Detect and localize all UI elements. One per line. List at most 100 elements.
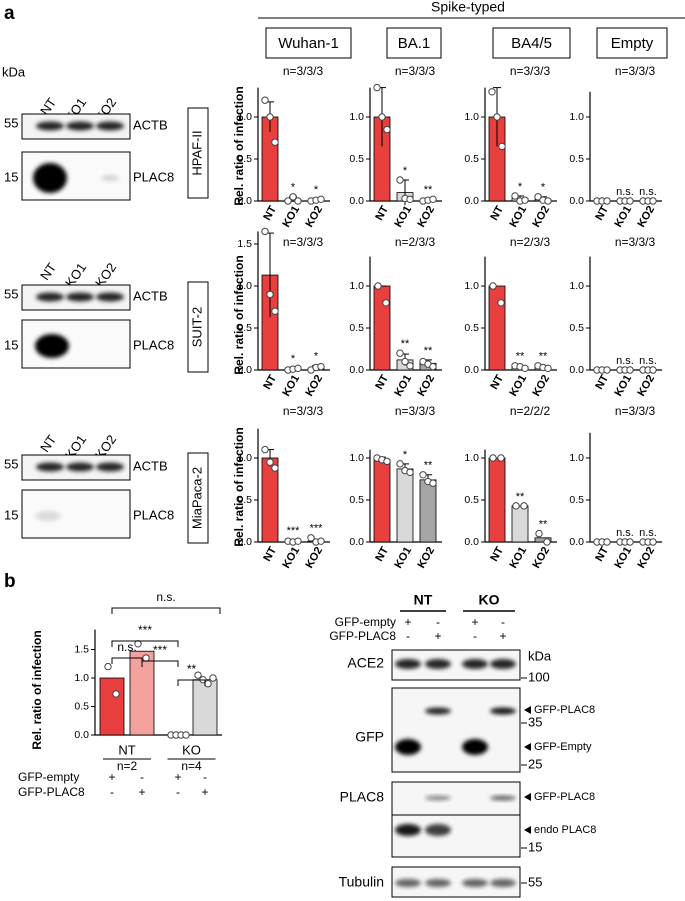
cell-label: MiaPaca-2 [189,467,204,529]
spike-box [492,27,571,59]
x-tick-label: KO1 [392,204,414,230]
arrow [524,743,531,751]
cell-box [187,452,209,544]
data-point [626,538,634,546]
marker-label: 55 [4,456,18,471]
y-tick-label: 0.0 [464,364,479,376]
x-tick-label: NT [488,373,506,392]
y-tick-label: 0.5 [349,322,364,334]
data-point [294,197,302,205]
significance: *** [287,525,301,537]
x-tick-label: KO1 [612,373,634,399]
data-point [382,299,390,307]
marker-label: 55 [528,874,542,889]
data-point [266,290,274,299]
significance: * [403,165,408,177]
data-point [512,502,520,510]
protein-label: PLAC8 [133,169,174,184]
construct-sign: - [473,629,477,643]
significance: n.s. [616,186,634,198]
significance: *** [310,523,324,535]
y-tick-label: 0.0 [464,536,479,548]
construct-label: GFP-PLAC8 [329,629,396,643]
y-tick-label: 1.0 [349,111,364,123]
x-tick-label: NT [593,204,611,223]
y-tick-label: 1.5 [237,238,252,250]
data-point [406,362,414,370]
data-point [209,674,217,682]
data-point [396,460,404,468]
data-point [401,357,409,366]
significance: ** [424,345,433,357]
x-tick-label: KO2 [530,545,552,571]
header: Spike-typed [431,0,505,15]
data-point [271,307,279,315]
data-point [374,282,382,290]
significance: ** [516,491,525,503]
comparison-bracket [177,679,206,686]
data-point [261,445,269,454]
n-label: n=3/3/3 [395,404,436,418]
x-tick-label: KO1 [280,545,302,571]
bar [373,459,391,543]
significance: n.s. [639,186,657,198]
bar [488,457,506,543]
bar [396,468,414,543]
n-label: n=2/3/3 [510,235,551,249]
blot [391,687,521,773]
data-point [534,193,542,201]
significance: ** [516,351,525,363]
blot-band [395,739,421,755]
significance: n.s. [639,527,657,539]
significance: ** [187,662,197,676]
data-point [603,366,611,374]
arrow-label: GFP-Empty [534,741,592,753]
protein-label: GFP [355,729,384,745]
marker-label: 25 [528,756,542,771]
bar [192,679,218,736]
data-point [261,96,269,104]
x-tick-label: KO2 [415,373,437,399]
x-tick-label: KO1 [507,204,529,230]
bar [511,505,529,543]
construct-label: GFP-empty [18,770,79,784]
x-tick-label: KO2 [635,373,657,399]
cell-label: HPAF-II [189,130,204,175]
arrow [524,826,531,834]
y-tick-label: 1.0 [569,111,584,123]
protein-label: ACTB [133,117,168,132]
y-tick-label: 0.0 [349,364,364,376]
construct-sign: + [201,785,208,799]
significance: *** [153,643,167,657]
bar [534,537,552,543]
data-point [626,366,634,374]
blot-band [35,511,61,521]
x-tick-label: NT [261,373,279,392]
data-point [307,534,315,542]
marker-label: 55 [4,286,18,301]
group-label: NT [118,742,135,757]
significance: n.s. [156,590,175,604]
y-tick-label: 0.5 [237,322,252,334]
data-point [112,690,120,698]
y-tick-label: 0.5 [464,153,479,165]
data-point [266,458,274,466]
construct-sign: - [110,785,114,799]
data-point [289,193,297,201]
construct-sign: + [404,615,411,629]
y-tick-label: 0.5 [349,494,364,506]
data-point [649,197,657,205]
data-point [204,680,212,688]
construct-sign: - [406,629,410,643]
significance: ** [539,351,548,363]
construct-sign: - [436,615,440,629]
x-tick-label: KO2 [530,373,552,399]
y-tick-label: 1.5 [74,643,89,655]
n-label: n=3/3/3 [283,64,324,78]
n-label: n=3/3/3 [283,235,324,249]
data-point [406,195,414,204]
data-point [182,731,190,739]
cell-box [187,107,209,199]
construct-sign: + [174,770,181,784]
arrow [524,793,531,801]
